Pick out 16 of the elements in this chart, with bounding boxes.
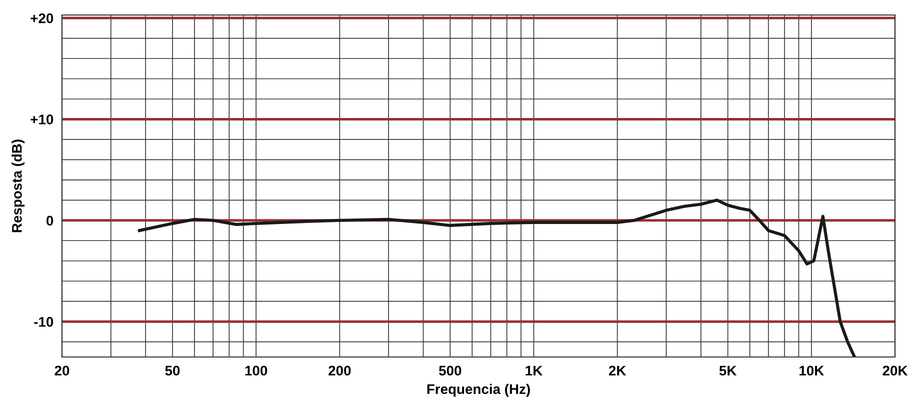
y-tick-label: 0 (46, 216, 54, 226)
y-axis-title: Resposta (dB) (12, 140, 25, 232)
x-tick-label: 20 (54, 366, 70, 376)
y-tick-label: +20 (30, 13, 54, 24)
x-tick-label: 500 (439, 366, 462, 376)
x-tick-label: 1K (526, 366, 542, 376)
x-tick-label: 100 (245, 366, 268, 376)
y-tick-label: +10 (30, 114, 54, 124)
x-axis-title: Frequencia (Hz) (427, 384, 530, 397)
x-tick-label: 2K (608, 366, 626, 376)
x-tick-label: 5K (719, 366, 737, 376)
y-tick-label: -10 (34, 316, 54, 327)
x-tick-label: 20K (882, 366, 908, 376)
x-tick-label: 50 (165, 366, 180, 376)
x-tick-label: 200 (328, 366, 351, 376)
x-tick-label: 10K (800, 366, 824, 376)
